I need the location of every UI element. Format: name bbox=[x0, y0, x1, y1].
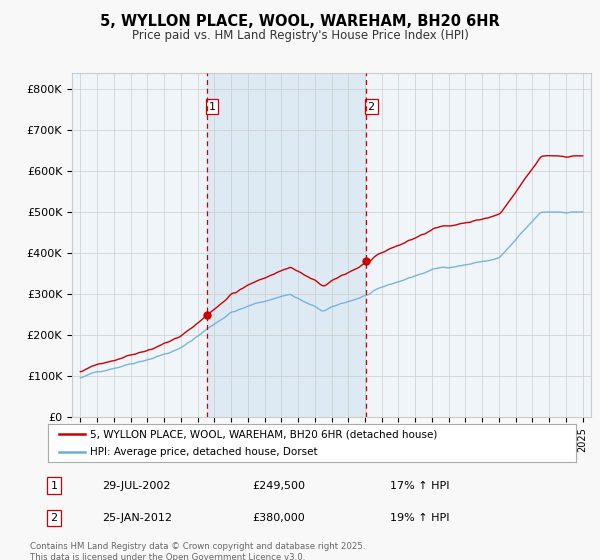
Text: 1: 1 bbox=[209, 101, 215, 111]
Text: Contains HM Land Registry data © Crown copyright and database right 2025.: Contains HM Land Registry data © Crown c… bbox=[30, 542, 365, 551]
Text: This data is licensed under the Open Government Licence v3.0.: This data is licensed under the Open Gov… bbox=[30, 553, 305, 560]
Text: Price paid vs. HM Land Registry's House Price Index (HPI): Price paid vs. HM Land Registry's House … bbox=[131, 29, 469, 42]
Text: 25-JAN-2012: 25-JAN-2012 bbox=[102, 513, 172, 523]
Text: 17% ↑ HPI: 17% ↑ HPI bbox=[390, 480, 449, 491]
Text: HPI: Average price, detached house, Dorset: HPI: Average price, detached house, Dors… bbox=[90, 447, 318, 458]
Text: 5, WYLLON PLACE, WOOL, WAREHAM, BH20 6HR (detached house): 5, WYLLON PLACE, WOOL, WAREHAM, BH20 6HR… bbox=[90, 429, 437, 439]
Text: 2: 2 bbox=[368, 101, 375, 111]
Text: £380,000: £380,000 bbox=[252, 513, 305, 523]
Text: 5, WYLLON PLACE, WOOL, WAREHAM, BH20 6HR: 5, WYLLON PLACE, WOOL, WAREHAM, BH20 6HR bbox=[100, 14, 500, 29]
Text: 19% ↑ HPI: 19% ↑ HPI bbox=[390, 513, 449, 523]
Bar bbox=[207, 73, 366, 417]
Text: 2: 2 bbox=[50, 513, 58, 523]
Text: 1: 1 bbox=[50, 480, 58, 491]
Text: £249,500: £249,500 bbox=[252, 480, 305, 491]
Text: 29-JUL-2002: 29-JUL-2002 bbox=[102, 480, 170, 491]
